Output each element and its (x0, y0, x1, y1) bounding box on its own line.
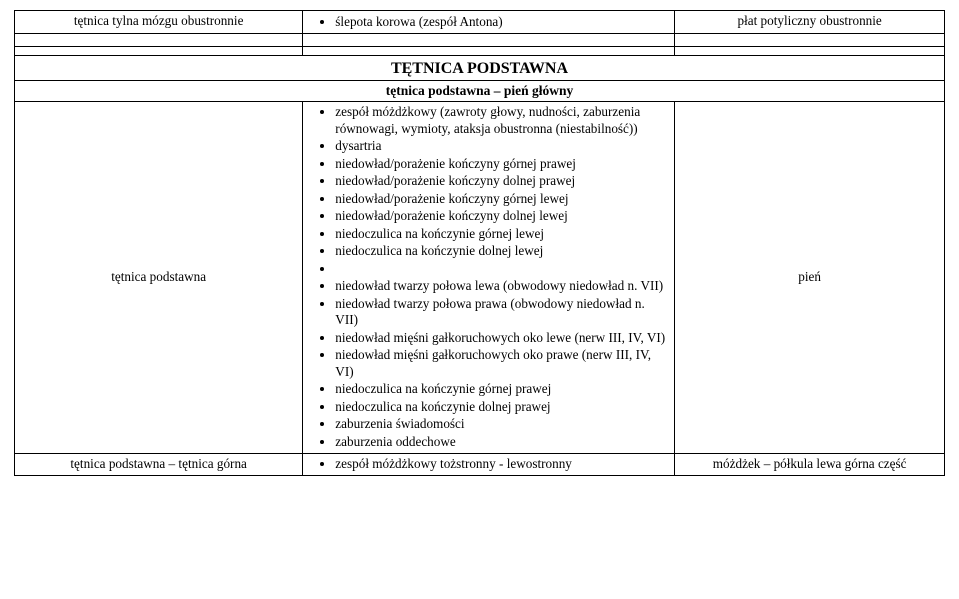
text: tętnica podstawna – tętnica górna (70, 456, 247, 471)
cell-region: pień (675, 101, 945, 453)
cell-artery-name: tętnica podstawna – tętnica górna (15, 453, 303, 476)
text: móżdżek – półkula lewa górna część (713, 456, 907, 471)
cell-artery-name: tętnica tylna mózgu obustronnie (15, 11, 303, 34)
symptom-item: niedowład/porażenie kończyny górnej praw… (335, 155, 668, 173)
symptom-item: niedowład/porażenie kończyny dolnej praw… (335, 173, 668, 191)
text: płat potyliczny obustronnie (737, 13, 881, 28)
cell-symptoms: ślepota korowa (zespół Antona) (303, 11, 675, 34)
row-superior-artery: tętnica podstawna – tętnica górna zespół… (15, 453, 945, 476)
section-subtitle-row: tętnica podstawna – pień główny (15, 80, 945, 101)
symptom-item: niedoczulica na kończynie dolnej prawej (335, 398, 668, 416)
symptom-item: niedowład mięśni gałkoruchowych oko praw… (335, 347, 668, 381)
symptom-item: niedowład/porażenie kończyny dolnej lewe… (335, 208, 668, 226)
text: tętnica podstawna – pień główny (386, 83, 574, 98)
symptom-item: dysartria (335, 138, 668, 156)
symptom-item: niedowład twarzy połowa prawa (obwodowy … (335, 295, 668, 329)
symptom-item: zespół móżdżkowy (zawroty głowy, nudnośc… (335, 104, 668, 138)
symptom-item: niedoczulica na kończynie górnej prawej (335, 381, 668, 399)
text: TĘTNICA PODSTAWNA (391, 60, 568, 77)
text: zespół móżdżkowy tożstronny - lewostronn… (335, 456, 572, 471)
symptom-item: niedowład mięśni gałkoruchowych oko lewe… (335, 329, 668, 347)
cell-artery-name: tętnica podstawna (15, 101, 303, 453)
symptom-item: niedowład/porażenie kończyny górnej lewe… (335, 190, 668, 208)
row-previous-artery: tętnica tylna mózgu obustronnie ślepota … (15, 11, 945, 34)
symptom-list: ślepota korowa (zespół Antona) (309, 13, 668, 31)
symptom-item: zaburzenia świadomości (335, 416, 668, 434)
section-title-row: TĘTNICA PODSTAWNA (15, 55, 945, 80)
text: tętnica tylna mózgu obustronnie (74, 13, 244, 28)
symptom-item: ślepota korowa (zespół Antona) (335, 13, 668, 31)
cell-symptoms: zespół móżdżkowy tożstronny - lewostronn… (303, 453, 675, 476)
symptom-list: zespół móżdżkowy (zawroty głowy, nudnośc… (309, 104, 668, 451)
symptom-item (335, 260, 668, 278)
text: tętnica podstawna (111, 269, 206, 284)
section-subtitle: tętnica podstawna – pień główny (15, 80, 945, 101)
symptom-item: niedoczulica na kończynie górnej lewej (335, 225, 668, 243)
cell-region: płat potyliczny obustronnie (675, 11, 945, 34)
cell-symptoms: zespół móżdżkowy (zawroty głowy, nudnośc… (303, 101, 675, 453)
symptom-item: zespół móżdżkowy tożstronny - lewostronn… (335, 456, 668, 474)
text: ślepota korowa (zespół Antona) (335, 14, 502, 29)
spacer-row (15, 33, 945, 46)
symptom-item: zaburzenia oddechowe (335, 433, 668, 451)
text: pień (798, 269, 821, 284)
medical-table: tętnica tylna mózgu obustronnie ślepota … (14, 10, 945, 476)
symptom-item: niedoczulica na kończynie dolnej lewej (335, 243, 668, 261)
cell-region: móżdżek – półkula lewa górna część (675, 453, 945, 476)
symptom-item: niedowład twarzy połowa lewa (obwodowy n… (335, 278, 668, 296)
spacer-row (15, 46, 945, 55)
row-basilar-artery: tętnica podstawna zespół móżdżkowy (zawr… (15, 101, 945, 453)
section-title: TĘTNICA PODSTAWNA (15, 55, 945, 80)
symptom-list: zespół móżdżkowy tożstronny - lewostronn… (309, 456, 668, 474)
